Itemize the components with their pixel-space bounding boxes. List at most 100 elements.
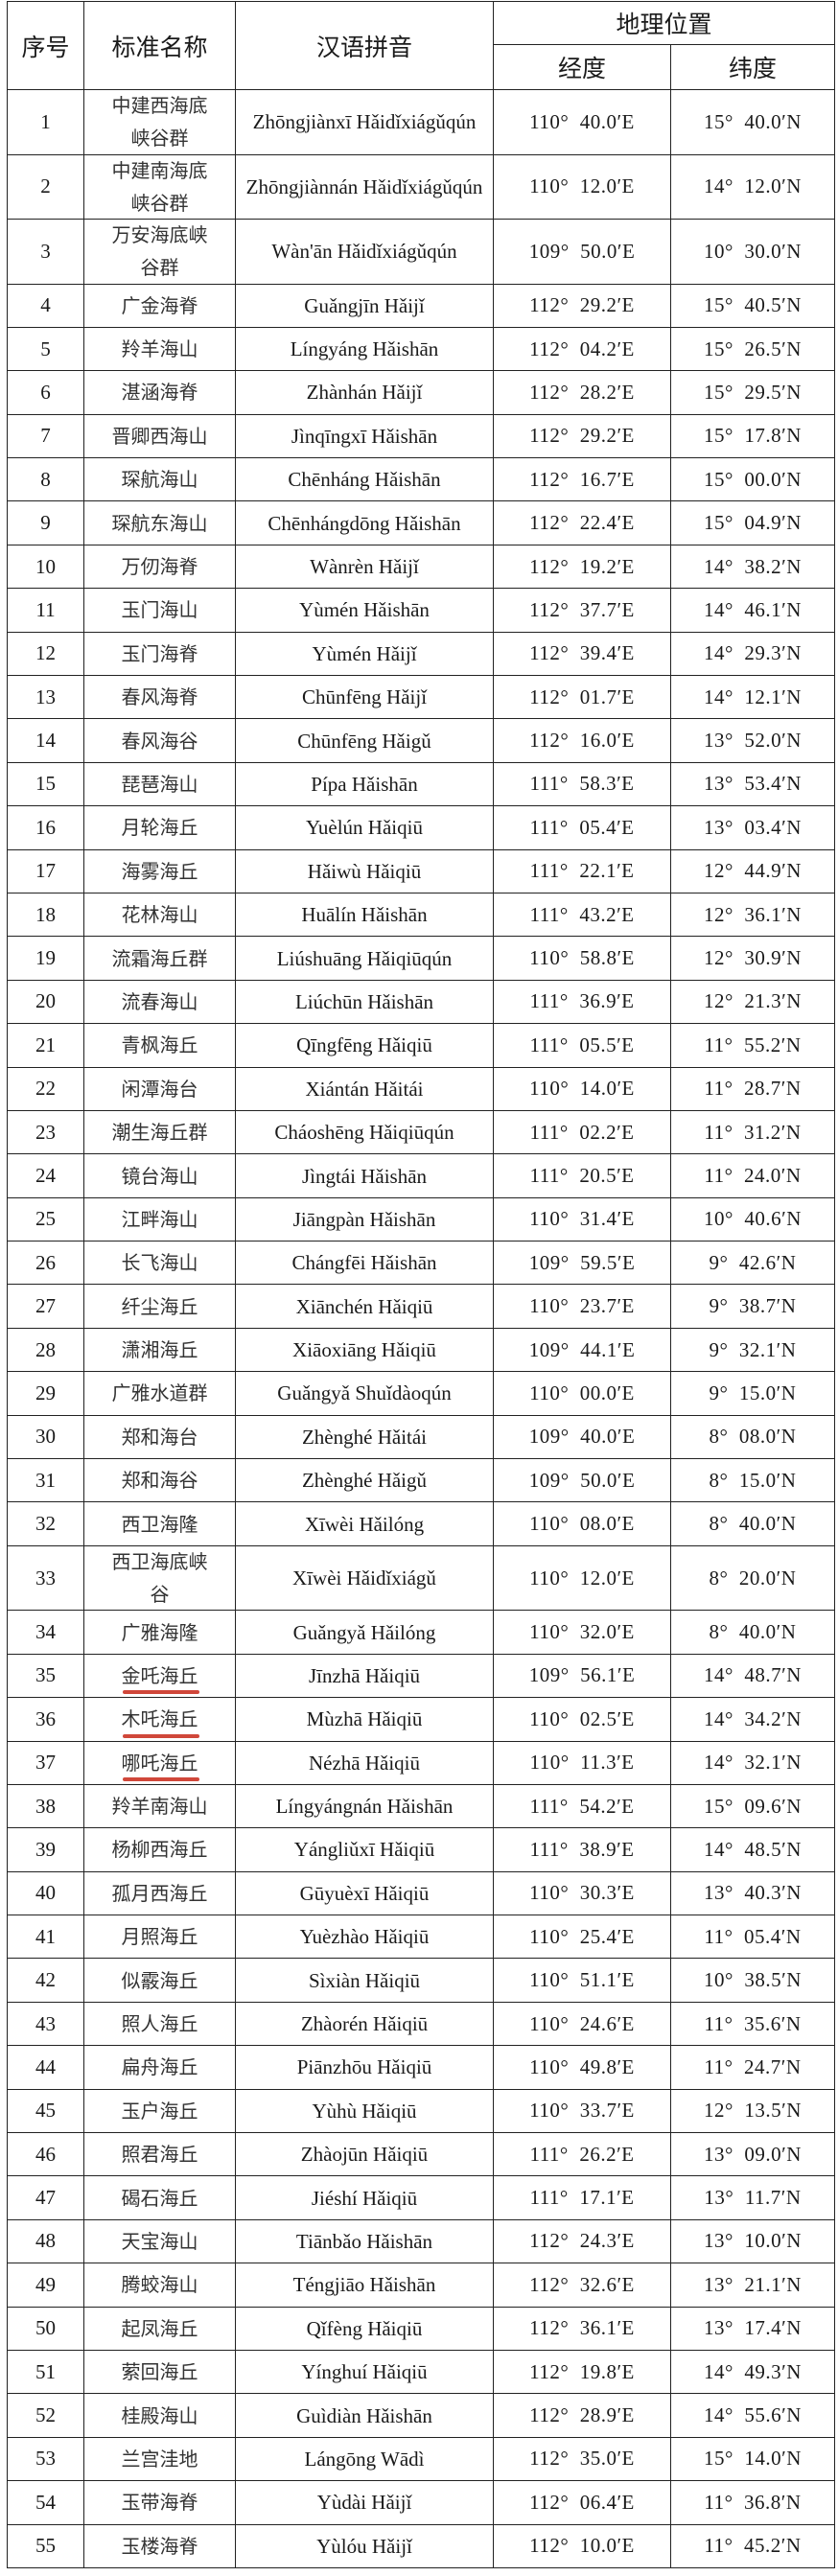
longitude: 112° 35.0′E (494, 2437, 671, 2481)
longitude: 111° 26.2′E (494, 2133, 671, 2176)
standard-name: 玉门海脊 (84, 632, 236, 676)
latitude: 13° 17.4′N (671, 2307, 835, 2350)
pinyin: Jiāngpàn Hǎishān (236, 1197, 494, 1242)
pinyin: Guǎngyǎ Shuǐdàoqún (236, 1372, 494, 1415)
row-number: 51 (8, 2350, 84, 2394)
row-number: 7 (8, 414, 84, 458)
standard-name: 春风海脊 (84, 676, 236, 719)
row-number: 33 (8, 1545, 84, 1611)
latitude: 14° 55.6′N (671, 2394, 835, 2437)
red-underline-annotation (123, 1776, 199, 1781)
pinyin: Zhàojūn Hǎiqiū (236, 2133, 494, 2176)
pinyin: Chēnhángdōng Hǎishān (236, 501, 494, 545)
standard-name: 照人海丘 (84, 2002, 236, 2046)
pinyin: Yuèlún Hǎiqiū (236, 806, 494, 849)
longitude: 111° 43.2′E (494, 893, 671, 937)
latitude: 10° 30.0′N (671, 220, 835, 284)
latitude: 10° 40.6′N (671, 1197, 835, 1242)
latitude: 9° 38.7′N (671, 1285, 835, 1328)
standard-name: 中建西海底峡谷群 (84, 90, 236, 154)
standard-name: 晋卿西海山 (84, 414, 236, 458)
standard-name: 广金海脊 (84, 284, 236, 327)
longitude: 112° 19.2′E (494, 545, 671, 589)
table-row: 14 春风海谷 Chūnfēng Hǎigǔ 112° 16.0′E 13° 52.0′… (8, 719, 835, 763)
standard-name: 玉楼海脊 (84, 2524, 236, 2567)
table-row: 35 金吒海丘 Jīnzhā Hǎiqiū 109° 56.1′E 14° 48.7′N (8, 1654, 835, 1699)
standard-name: 湛涵海脊 (84, 371, 236, 414)
pinyin: Cháoshēng Hǎiqiūqún (236, 1110, 494, 1154)
latitude: 8° 20.0′N (671, 1545, 835, 1611)
latitude: 12° 13.5′N (671, 2089, 835, 2133)
row-number: 27 (8, 1285, 84, 1328)
table-row: 16 月轮海丘 Yuèlún Hǎiqiū 111° 05.4′E 13° 03.4′N (8, 806, 835, 850)
standard-name: 琛航东海山 (84, 501, 236, 545)
longitude: 109° 59.5′E (494, 1242, 671, 1285)
longitude: 110° 30.3′E (494, 1871, 671, 1915)
row-number: 21 (8, 1024, 84, 1067)
row-number: 1 (8, 90, 84, 154)
pinyin: Téngjiāo Hǎishān (236, 2263, 494, 2307)
standard-name: 闲潭海台 (84, 1067, 236, 1110)
longitude: 112° 24.3′E (494, 2219, 671, 2263)
longitude: 112° 22.4′E (494, 501, 671, 545)
row-number: 25 (8, 1197, 84, 1242)
pinyin: Yùmén Hǎishān (236, 589, 494, 632)
table-row: 47 碣石海丘 Jiéshí Hǎiqiū 111° 17.1′E 13° 11.7′N (8, 2176, 835, 2220)
longitude: 111° 54.2′E (494, 1784, 671, 1828)
row-number: 10 (8, 545, 84, 589)
row-number: 19 (8, 937, 84, 980)
row-number: 45 (8, 2089, 84, 2133)
pinyin: Xīwèi Hǎidǐxiágǔ (236, 1545, 494, 1611)
latitude: 11° 36.8′N (671, 2481, 835, 2524)
latitude: 8° 15.0′N (671, 1459, 835, 1502)
standard-name: 广雅海隆 (84, 1611, 236, 1654)
pinyin: Guǎngyǎ Hǎilóng (236, 1611, 494, 1654)
standard-name: 月轮海丘 (84, 806, 236, 849)
table-row: 11 玉门海山 Yùmén Hǎishān 112° 37.7′E 14° 46.1′N (8, 589, 835, 633)
header-latitude: 纬度 (671, 45, 835, 89)
pinyin: Chēnháng Hǎishān (236, 458, 494, 501)
row-number: 32 (8, 1502, 84, 1545)
pinyin: Jīnzhā Hǎiqiū (236, 1654, 494, 1698)
longitude: 111° 22.1′E (494, 849, 671, 893)
longitude: 110° 14.0′E (494, 1067, 671, 1110)
row-number: 48 (8, 2219, 84, 2263)
pinyin: Liúshuāng Hǎiqiūqún (236, 937, 494, 980)
latitude: 11° 28.7′N (671, 1067, 835, 1110)
row-number: 23 (8, 1110, 84, 1154)
longitude: 110° 08.0′E (494, 1502, 671, 1545)
standard-name: 桂殿海山 (84, 2394, 236, 2437)
standard-name: 西卫海隆 (84, 1502, 236, 1545)
latitude: 15° 17.8′N (671, 414, 835, 458)
table-row: 10 万仞海脊 Wànrèn Hǎijǐ 112° 19.2′E 14° 38.2′N (8, 545, 835, 590)
longitude: 112° 16.0′E (494, 719, 671, 762)
longitude: 111° 20.5′E (494, 1154, 671, 1197)
longitude: 109° 50.0′E (494, 1459, 671, 1502)
standard-name: 海雾海丘 (84, 849, 236, 893)
standard-name: 琛航海山 (84, 458, 236, 501)
longitude: 110° 24.6′E (494, 2002, 671, 2046)
standard-name: 流春海山 (84, 980, 236, 1024)
header-longitude: 经度 (494, 45, 671, 89)
header-no: 序号 (8, 2, 84, 89)
standard-name: 潮生海丘群 (84, 1110, 236, 1154)
latitude: 11° 35.6′N (671, 2002, 835, 2046)
table-row: 5 羚羊海山 Língyáng Hǎishān 112° 04.2′E 15° 26.5… (8, 327, 835, 372)
pinyin: Xīwèi Hǎilóng (236, 1502, 494, 1545)
longitude: 111° 02.2′E (494, 1110, 671, 1154)
standard-name: 木吒海丘 (84, 1698, 236, 1741)
pinyin: Yínghuí Hǎiqiū (236, 2350, 494, 2394)
row-number: 55 (8, 2524, 84, 2567)
pinyin: Pípa Hǎishān (236, 762, 494, 806)
table-row: 38 羚羊南海山 Língyángnán Hǎishān 111° 54.2′E 15°… (8, 1784, 835, 1829)
latitude: 14° 29.3′N (671, 632, 835, 676)
latitude: 12° 30.9′N (671, 937, 835, 980)
longitude: 112° 28.9′E (494, 2394, 671, 2437)
pinyin: Xiāoxiāng Hǎiqiū (236, 1328, 494, 1372)
table-row: 18 花林海山 Huālín Hǎishān 111° 43.2′E 12° 36.1′… (8, 893, 835, 938)
table-row: 6 湛涵海脊 Zhànhán Hǎijǐ 112° 28.2′E 15° 29.5′N (8, 371, 835, 415)
row-number: 44 (8, 2046, 84, 2089)
table-row: 29 广雅水道群 Guǎngyǎ Shuǐdàoqún 110° 00.0′E 9° 1… (8, 1372, 835, 1416)
latitude: 15° 00.0′N (671, 458, 835, 501)
table-header: 序号 标准名称 汉语拼音 地理位置 经度 纬度 (8, 2, 835, 90)
